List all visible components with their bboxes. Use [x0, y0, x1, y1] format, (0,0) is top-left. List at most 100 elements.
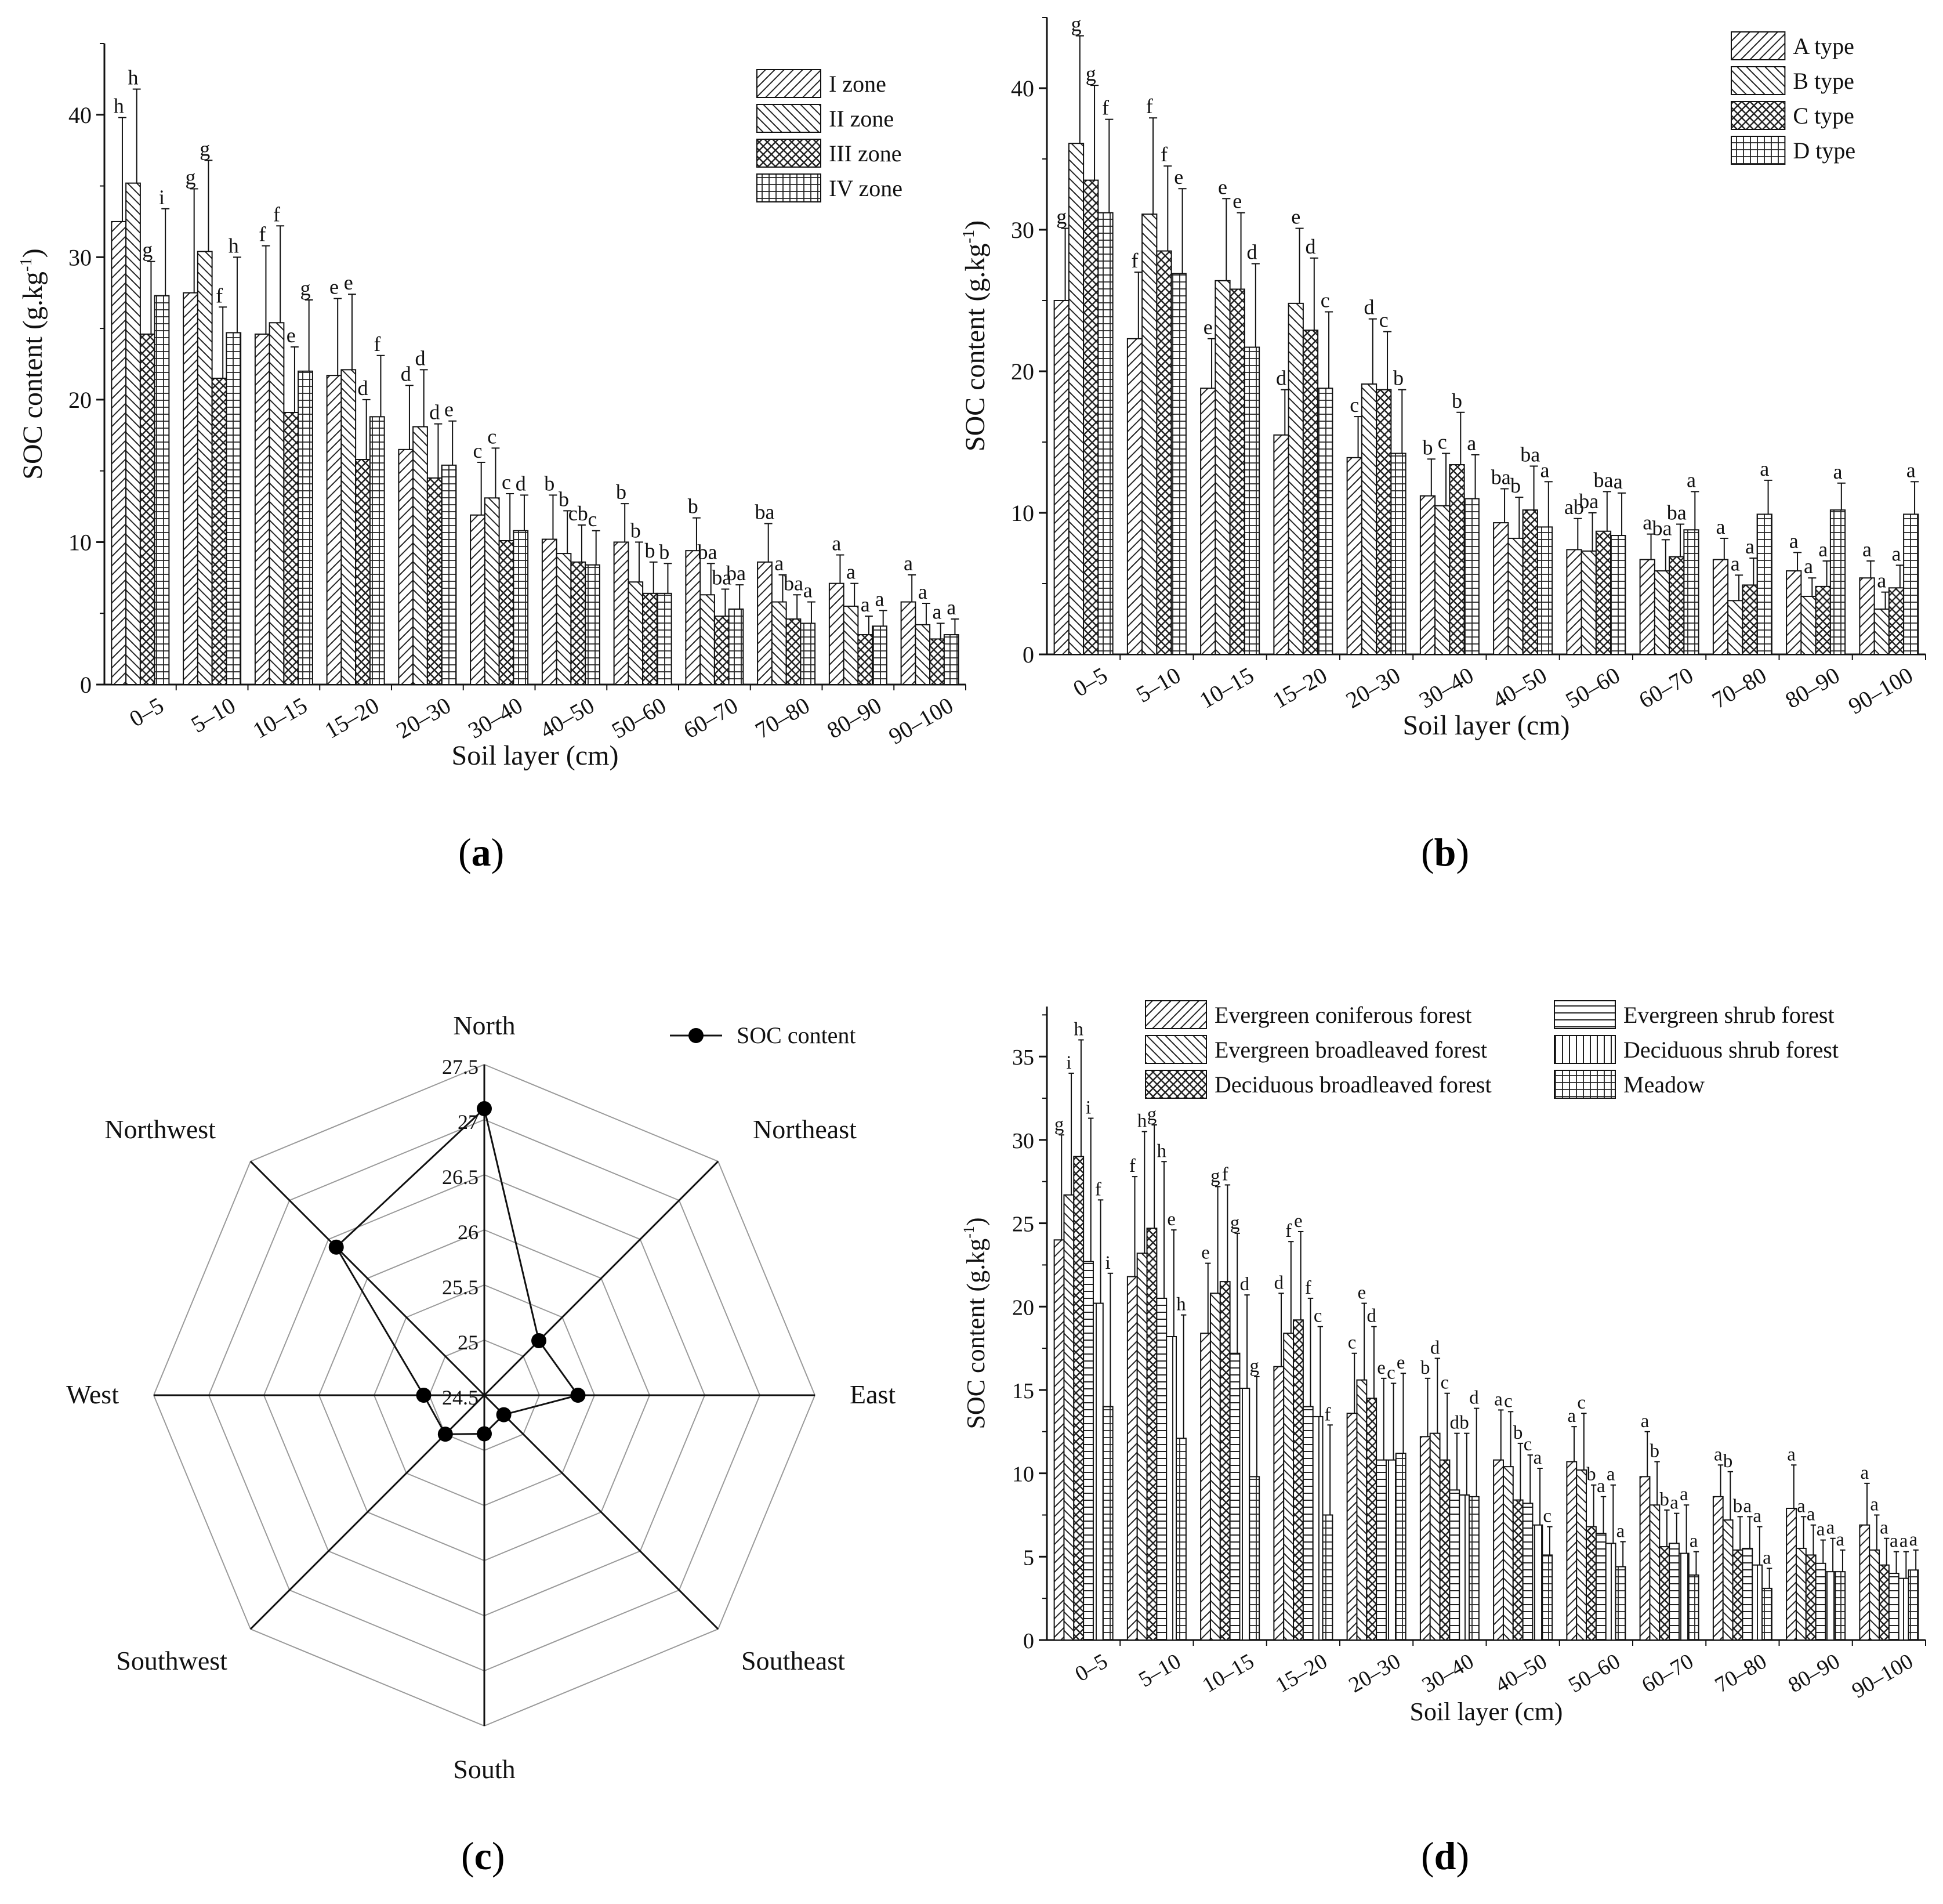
legend-label-iii-zone: III zone — [829, 140, 901, 166]
bar-evergreen-shrub-forest-3 — [1229, 1352, 1241, 1641]
x-axis-title: Soil layer (cm) — [1403, 710, 1570, 741]
significance-letter: b — [1393, 367, 1404, 390]
bar-evergreen-coniferous-forest-1 — [1053, 1239, 1065, 1641]
significance-letter: a — [1687, 468, 1696, 491]
bar-iv-zone-2 — [226, 332, 242, 685]
bar-b-type-9 — [1654, 570, 1670, 655]
bar-a-type-9 — [1639, 559, 1655, 656]
bar-deciduous-broadleaved-forest-6 — [1439, 1459, 1451, 1641]
bar-i-zone-9 — [685, 550, 701, 686]
significance-letter: a — [832, 532, 841, 555]
radar-tick-label: 26 — [458, 1221, 478, 1244]
legend-label-deciduous-broadleaved-forest: Deciduous broadleaved forest — [1215, 1072, 1492, 1098]
direction-label-west: West — [66, 1380, 119, 1409]
bar-evergreen-coniferous-forest-3 — [1200, 1333, 1211, 1641]
radar-point-southeast — [496, 1407, 512, 1422]
significance-letter: b — [544, 472, 554, 495]
panel-d-caption: (d) — [1421, 1834, 1470, 1878]
significance-letter: c — [473, 439, 482, 462]
significance-letter: e — [1232, 190, 1242, 213]
y-tick-label: 0 — [1023, 1629, 1034, 1653]
bar-deciduous-shrub-forest-2 — [1166, 1335, 1177, 1641]
significance-letter: d — [357, 377, 368, 400]
bar-b-type-8 — [1580, 550, 1597, 655]
x-category-label: 40–50 — [1488, 662, 1551, 714]
bar-evergreen-broadleaved-forest-10 — [1722, 1519, 1734, 1641]
legend-swatch-d-type — [1731, 136, 1786, 165]
significance-letter: a — [1891, 542, 1901, 565]
significance-letter: a — [875, 587, 884, 610]
bar-meadow-1 — [1102, 1406, 1114, 1641]
bar-evergreen-coniferous-forest-4 — [1273, 1366, 1285, 1641]
bar-a-type-11 — [1786, 570, 1802, 655]
legend-swatch-deciduous-shrub-forest — [1554, 1035, 1616, 1064]
bar-ii-zone-5 — [412, 426, 428, 685]
x-category-label: 50–60 — [1564, 1649, 1624, 1697]
bar-evergreen-broadleaved-forest-6 — [1429, 1432, 1441, 1641]
significance-letter: a — [1614, 470, 1623, 493]
bar-d-type-9 — [1683, 529, 1699, 656]
significance-letter: g — [200, 137, 210, 160]
significance-letter: g — [1054, 1114, 1064, 1135]
significance-letter: d — [516, 472, 526, 495]
radar-point-northwest — [328, 1239, 344, 1255]
bar-evergreen-coniferous-forest-9 — [1639, 1476, 1651, 1641]
bar-c-type-1 — [1083, 179, 1099, 656]
significance-letter: ba — [1579, 490, 1598, 513]
significance-letter: a — [1826, 1518, 1835, 1539]
significance-letter: a — [1616, 1521, 1625, 1541]
y-axis-title-superscript: -1 — [17, 258, 35, 272]
significance-letter: ba — [726, 562, 746, 585]
significance-letter: c — [1348, 1333, 1357, 1353]
significance-letter: g — [1230, 1212, 1239, 1233]
significance-letter: e — [1397, 1352, 1405, 1373]
significance-letter: d — [429, 401, 440, 424]
radar-spoke — [249, 1160, 485, 1396]
bar-deciduous-broadleaved-forest-11 — [1805, 1554, 1817, 1641]
significance-letter: f — [1146, 95, 1154, 118]
bar-deciduous-broadleaved-forest-1 — [1073, 1156, 1085, 1641]
legend-label-ii-zone: II zone — [829, 106, 894, 132]
bar-c-type-11 — [1815, 585, 1831, 656]
significance-letter: c — [1524, 1434, 1532, 1455]
bar-d-type-8 — [1610, 535, 1626, 655]
significance-letter: a — [1880, 1518, 1888, 1539]
y-tick-label: 30 — [1011, 217, 1034, 243]
x-category-label: 5–10 — [187, 692, 240, 738]
significance-letter: b — [1723, 1451, 1732, 1472]
bar-evergreen-shrub-forest-5 — [1376, 1459, 1387, 1641]
significance-letter: f — [1131, 249, 1139, 272]
bar-a-type-6 — [1419, 495, 1436, 655]
x-category-label: 0–5 — [1068, 662, 1111, 702]
bar-deciduous-shrub-forest-10 — [1752, 1564, 1763, 1641]
significance-letter: a — [1817, 1519, 1825, 1540]
y-axis-title-superscript: -1 — [960, 230, 978, 244]
bar-iv-zone-1 — [154, 295, 170, 685]
y-tick-label: 0 — [80, 672, 92, 698]
y-tick-label: 40 — [68, 102, 92, 128]
bar-ii-zone-6 — [484, 497, 500, 685]
significance-letter: e — [1218, 175, 1227, 198]
significance-letter: a — [918, 580, 927, 603]
significance-letter: a — [1818, 538, 1828, 561]
significance-letter: a — [1743, 1496, 1752, 1516]
bar-evergreen-broadleaved-forest-2 — [1136, 1253, 1148, 1641]
significance-letter: h — [1157, 1141, 1166, 1161]
significance-letter: g — [1086, 62, 1096, 85]
bar-a-type-2 — [1126, 338, 1143, 655]
x-category-label: 90–100 — [1848, 1649, 1917, 1703]
bar-ii-zone-11 — [843, 605, 859, 686]
y-tick-label: 10 — [1011, 500, 1034, 526]
significance-letter: a — [1763, 1547, 1771, 1568]
bar-c-type-4 — [1302, 330, 1319, 655]
significance-letter: d — [1246, 241, 1257, 264]
y-axis-title-text: SOC content (g.kg — [960, 244, 991, 452]
significance-letter: c — [1441, 1373, 1449, 1393]
bar-ii-zone-3 — [269, 322, 285, 685]
bar-evergreen-broadleaved-forest-5 — [1356, 1379, 1368, 1641]
significance-letter: c — [1577, 1392, 1586, 1413]
radar-point-northeast — [531, 1333, 547, 1348]
bar-d-type-3 — [1244, 346, 1260, 655]
bar-a-type-5 — [1346, 457, 1362, 656]
